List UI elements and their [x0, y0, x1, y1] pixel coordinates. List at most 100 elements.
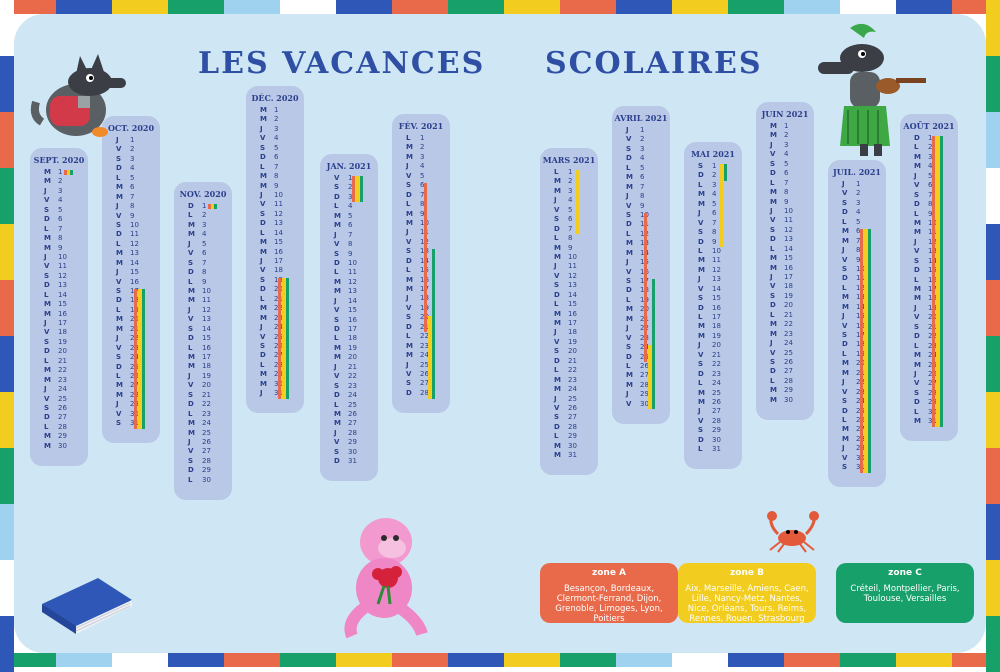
weekday-letter: S — [334, 381, 340, 390]
day-row: D 17 — [334, 325, 357, 334]
month-label: AOÛT 2021 — [903, 121, 955, 131]
weekday-letter: M — [698, 331, 705, 340]
day-number: 17 — [58, 319, 67, 327]
day-row: M 18 — [188, 362, 211, 371]
day-row: M 12 — [698, 266, 721, 275]
weekday-letter: M — [188, 220, 195, 229]
weekday-letter: S — [698, 360, 704, 369]
day-number: 21 — [568, 356, 577, 365]
day-row: D 20 — [44, 347, 67, 356]
day-number: 5 — [712, 199, 717, 208]
day-number: 15 — [568, 300, 577, 309]
weekday-letter: L — [842, 349, 847, 358]
holiday-marker-zone-b — [67, 170, 70, 175]
weekday-letter: D — [406, 256, 412, 265]
day-row: S 30 — [334, 448, 357, 457]
weekday-letter: J — [260, 257, 263, 265]
month-label: MAI 2021 — [691, 149, 735, 159]
weekday-letter: J — [698, 209, 701, 218]
day-number: 25 — [568, 394, 577, 403]
holiday-bar-zone-c — [724, 164, 727, 181]
day-row: D 31 — [334, 457, 357, 466]
weekday-letter: D — [334, 325, 340, 333]
weekday-letter: V — [914, 247, 920, 256]
day-number: 1 — [420, 134, 425, 142]
day-number: 1 — [130, 136, 135, 144]
day-row: S 28 — [188, 457, 211, 466]
weekday-letter: V — [698, 218, 704, 227]
day-number: 1 — [348, 174, 353, 182]
weekday-letter: L — [188, 475, 193, 484]
holiday-marker-zone-c — [214, 204, 217, 209]
day-number: 4 — [856, 208, 861, 217]
day-number: 5 — [130, 173, 135, 182]
weekday-letter: L — [914, 341, 919, 350]
day-number: 13 — [202, 315, 211, 324]
weekday-letter: V — [188, 381, 194, 390]
day-number: 2 — [712, 171, 717, 180]
weekday-letter: M — [188, 419, 195, 428]
weekday-letter: J — [554, 328, 557, 337]
weekday-letter: J — [626, 258, 629, 267]
weekday-letter: S — [626, 210, 632, 219]
day-number: 8 — [58, 234, 63, 243]
weekday-letter: M — [626, 239, 633, 248]
weekday-letter: M — [44, 177, 51, 186]
weekday-letter: D — [698, 237, 704, 246]
weekday-letter: J — [188, 305, 191, 314]
day-number: 27 — [202, 447, 211, 456]
weekday-letter: M — [116, 258, 123, 267]
weekday-letter: L — [44, 224, 49, 233]
weekday-letter: M — [698, 397, 705, 406]
weekday-letter: S — [554, 281, 560, 290]
zone-c-label: zone C — [888, 568, 922, 578]
weekday-letter: M — [188, 296, 195, 305]
weekday-letter: J — [626, 126, 629, 134]
day-number: 11 — [130, 230, 139, 239]
weekday-letter: D — [406, 190, 412, 199]
holiday-bar-zone-c — [142, 289, 145, 429]
weekday-letter: M — [554, 186, 561, 195]
zone-a-label: zone A — [591, 568, 627, 578]
day-number: 27 — [712, 407, 721, 416]
weekday-letter: D — [116, 296, 122, 305]
day-row: J 13 — [698, 275, 721, 284]
day-row: D 11 — [116, 230, 139, 239]
day-row: M 16 — [770, 264, 793, 273]
weekday-letter: V — [842, 321, 848, 330]
day-number: 26 — [568, 403, 577, 412]
day-row: D 29 — [188, 466, 211, 475]
day-row: M 17 — [188, 353, 211, 362]
day-row: D 20 — [770, 301, 793, 310]
day-number: 15 — [712, 294, 721, 303]
day-number: 22 — [784, 320, 793, 329]
weekday-letter: D — [914, 332, 920, 341]
day-row: V 12 — [554, 272, 577, 281]
weekday-letter: L — [914, 209, 919, 218]
day-row: S 12 — [770, 226, 793, 235]
day-number: 30 — [784, 395, 793, 404]
weekday-letter: V — [914, 313, 920, 322]
day-number: 13 — [784, 235, 793, 244]
day-number: 26 — [712, 397, 721, 406]
day-row: V 13 — [188, 315, 211, 324]
day-number: 17 — [568, 319, 577, 327]
day-number: 30 — [348, 447, 357, 456]
weekday-letter: D — [698, 303, 704, 312]
day-row: V 11 — [260, 200, 283, 209]
